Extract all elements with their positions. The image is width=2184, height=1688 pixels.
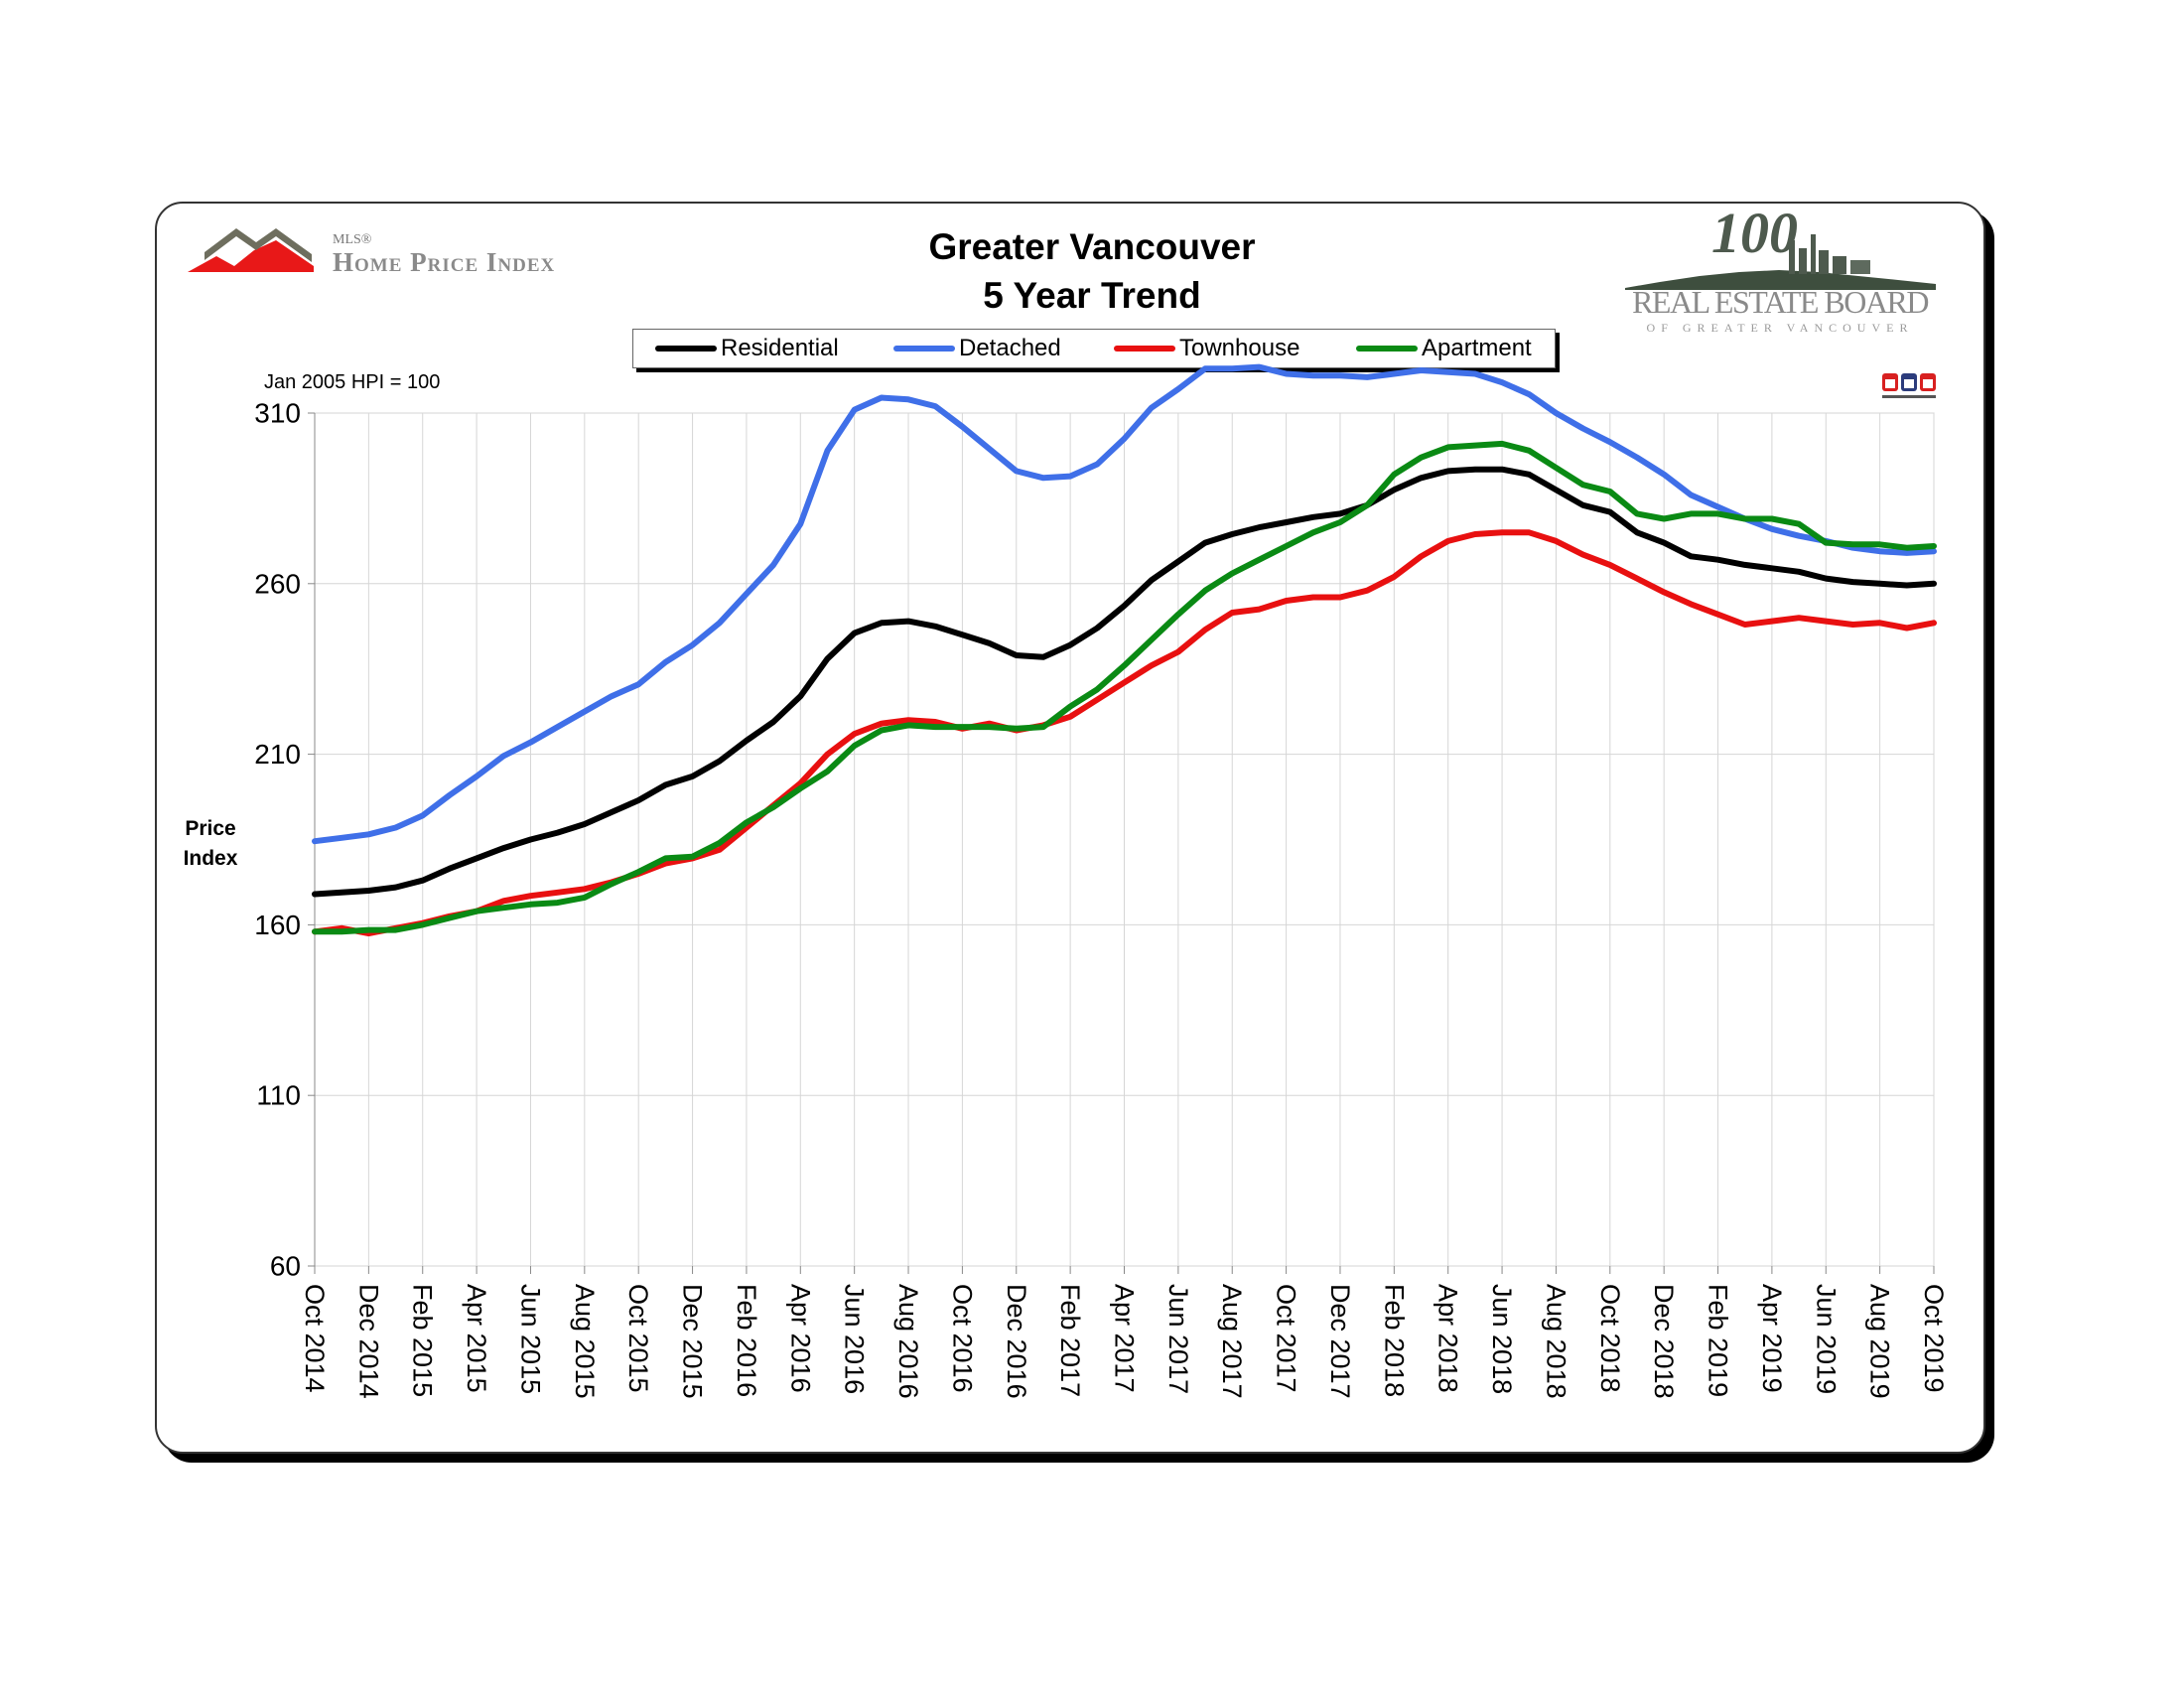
legend-item-townhouse: Townhouse [1114, 334, 1299, 363]
x-tick-label: Jun 2019 [1811, 1284, 1841, 1394]
x-tick-label: Oct 2016 [947, 1284, 977, 1393]
x-tick-label: Oct 2018 [1595, 1284, 1625, 1393]
x-tick-label: Feb 2016 [732, 1284, 761, 1397]
legend-item-detached: Detached [893, 334, 1061, 363]
x-tick-label: Jun 2016 [840, 1284, 870, 1394]
x-tick-label: Apr 2018 [1433, 1284, 1463, 1393]
x-tick-label: Dec 2014 [353, 1284, 383, 1399]
hpi-base-note: Jan 2005 HPI = 100 [264, 371, 441, 393]
x-tick-label: Dec 2017 [1325, 1284, 1355, 1399]
svg-text:100: 100 [1711, 211, 1798, 265]
x-tick-label: Dec 2015 [678, 1284, 708, 1399]
x-tick-label: Aug 2018 [1541, 1284, 1570, 1399]
legend-label-apartment: Apartment [1422, 335, 1532, 361]
y-tick-label: 110 [256, 1080, 301, 1111]
chart-title: Greater Vancouver [928, 226, 1256, 267]
x-tick-label: Dec 2018 [1649, 1284, 1679, 1399]
legend-label-townhouse: Townhouse [1179, 335, 1300, 361]
legend-swatch-residential [655, 346, 717, 352]
x-tick-label: Apr 2016 [785, 1284, 815, 1393]
real-estate-board-100-skyline-icon: 100 [1625, 211, 1936, 290]
x-tick-label: Aug 2017 [1217, 1284, 1247, 1399]
y-tick-label: 160 [254, 910, 301, 940]
x-tick-label: Aug 2015 [570, 1284, 600, 1399]
x-tick-label: Oct 2015 [623, 1284, 653, 1393]
series-line-residential [312, 466, 1937, 898]
x-tick-label: Feb 2015 [408, 1284, 438, 1397]
mls-superscript: MLS® [333, 232, 372, 247]
x-tick-label: Apr 2015 [462, 1284, 491, 1393]
x-tick-label: Apr 2019 [1757, 1284, 1787, 1393]
legend-label-detached: Detached [959, 335, 1061, 361]
legend-item-apartment: Apartment [1356, 334, 1532, 363]
x-tick-label: Feb 2018 [1379, 1284, 1409, 1397]
legend-swatch-townhouse [1114, 346, 1175, 352]
legend-item-residential: Residential [655, 334, 839, 363]
x-tick-label: Jun 2015 [515, 1284, 545, 1394]
y-tick-label: 60 [270, 1251, 301, 1282]
y-axis-label: Price Index [183, 817, 238, 870]
y-tick-label: 210 [254, 739, 301, 770]
legend-swatch-apartment [1356, 346, 1418, 352]
y-tick-label: 260 [254, 568, 301, 599]
x-tick-label: Oct 2017 [1272, 1284, 1301, 1393]
mls-badge-icon [1882, 373, 1936, 398]
x-tick-label: Feb 2019 [1704, 1284, 1733, 1397]
series-line-apartment [312, 440, 1937, 935]
legend-label-residential: Residential [721, 335, 839, 361]
y-tick-label: 310 [254, 398, 301, 429]
series-line-detached [312, 363, 1937, 845]
x-tick-label: Oct 2019 [1919, 1284, 1949, 1393]
legend-swatch-detached [893, 346, 955, 352]
x-tick-label: Jun 2018 [1487, 1284, 1517, 1394]
x-tick-label: Aug 2019 [1865, 1284, 1895, 1399]
chart-subtitle: 5 Year Trend [983, 275, 1201, 316]
x-tick-label: Aug 2016 [893, 1284, 923, 1399]
mls-hpi-name: Home Price Index [333, 247, 556, 277]
mls-hpi-house-logo-icon [188, 228, 314, 272]
x-tick-label: Jun 2017 [1163, 1284, 1193, 1394]
real-estate-board-subtitle: OF GREATER VANCOUVER [1646, 321, 1914, 335]
x-tick-label: Dec 2016 [1002, 1284, 1031, 1399]
real-estate-board-name: REAL ESTATE BOARD [1632, 284, 1929, 320]
x-tick-label: Apr 2017 [1110, 1284, 1140, 1393]
legend: Residential Detached Townhouse Apartment [632, 329, 1556, 368]
series-line-townhouse [312, 529, 1937, 936]
x-tick-label: Feb 2017 [1055, 1284, 1085, 1397]
x-tick-label: Oct 2014 [300, 1284, 330, 1393]
